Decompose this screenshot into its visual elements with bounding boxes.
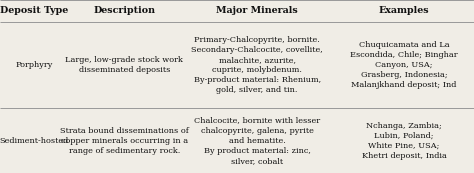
Text: Sediment-hosted: Sediment-hosted [0,137,69,145]
Text: Description: Description [93,6,155,16]
Text: Major Minerals: Major Minerals [216,6,298,16]
Text: Nchanga, Zambia;
Lubin, Poland;
White Pine, USA;
Khetri deposit, India: Nchanga, Zambia; Lubin, Poland; White Pi… [362,122,447,160]
Text: Strata bound disseminations of
copper minerals occurring in a
range of sedimenta: Strata bound disseminations of copper mi… [60,127,189,155]
Text: Chalcocite, bornite with lesser
chalcopyrite, galena, pyrite
and hematite.
By pr: Chalcocite, bornite with lesser chalcopy… [194,117,320,165]
Text: Large, low-grade stock work
disseminated deposits: Large, low-grade stock work disseminated… [65,56,183,74]
Text: Examples: Examples [379,6,429,16]
Text: Porphyry: Porphyry [16,61,53,69]
Text: Deposit Type: Deposit Type [0,6,68,16]
Text: Chuquicamata and La
Escondida, Chile; Binghar
Canyon, USA;
Grasberg, Indonesia;
: Chuquicamata and La Escondida, Chile; Bi… [350,41,458,89]
Text: Primary-Chalcopyrite, bornite.
Secondary-Chalcocite, covellite,
malachite, azuri: Primary-Chalcopyrite, bornite. Secondary… [191,36,323,94]
